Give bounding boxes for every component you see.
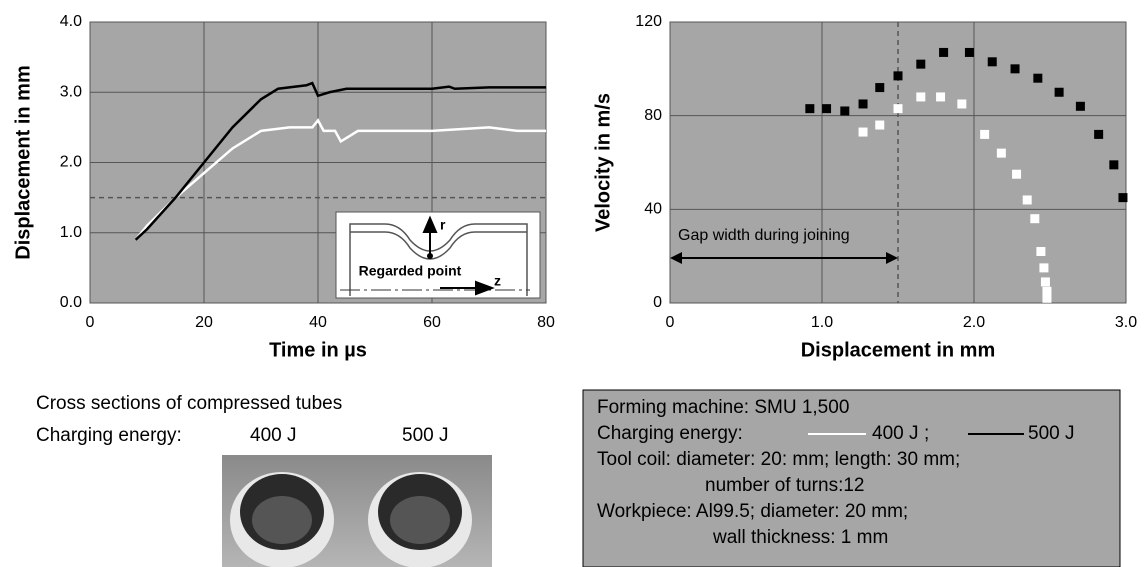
data-point — [822, 104, 832, 114]
data-point — [1039, 263, 1049, 273]
y-tick-label: 0 — [653, 294, 662, 311]
y-tick-label: 3.0 — [60, 83, 82, 100]
y-tick-label: 40 — [644, 201, 662, 218]
data-point — [875, 120, 885, 130]
data-point — [996, 148, 1006, 158]
x-axis-title: Time in µs — [269, 339, 367, 361]
data-point — [805, 104, 815, 114]
r-arrow — [422, 215, 438, 254]
info-line: Workpiece: Al99.5; diameter: 20 mm; — [597, 501, 908, 522]
data-point — [987, 57, 997, 67]
x-tick-label: 0 — [86, 314, 95, 331]
info-line: Tool coil: diameter: 20: mm; length: 30 … — [597, 449, 960, 470]
y-tick-label: 0.0 — [60, 294, 82, 311]
data-line — [134, 118, 546, 241]
x-tick-label: 3.0 — [1115, 314, 1137, 331]
y-tick-label: 120 — [635, 13, 662, 30]
data-point — [1042, 286, 1052, 296]
data-point — [1010, 64, 1020, 74]
y-tick-label: 2.0 — [60, 154, 82, 171]
data-point — [1054, 87, 1064, 97]
y-tick-label: 80 — [644, 107, 662, 124]
inset-box — [335, 211, 541, 299]
data-point — [1022, 195, 1032, 205]
data-line — [134, 81, 546, 241]
data-point — [1012, 169, 1022, 179]
legend-label: 500 J — [1028, 423, 1074, 444]
inset-diagram: r Regarded point z — [335, 211, 541, 299]
data-point — [964, 47, 974, 57]
data-point — [1042, 293, 1052, 303]
z-arrow — [440, 280, 495, 296]
data-point — [1075, 101, 1085, 111]
data-point — [858, 127, 868, 137]
info-line: wall thickness: 1 mm — [712, 527, 888, 548]
x-tick-label: 0 — [666, 314, 675, 331]
data-point — [893, 71, 903, 81]
data-point — [893, 104, 903, 114]
info-box — [582, 389, 1121, 567]
x-tick-label: 40 — [309, 314, 327, 331]
legend-label: 400 J — [872, 423, 918, 444]
data-point — [1118, 193, 1128, 203]
x-tick-label: 20 — [195, 314, 213, 331]
y-axis-title: Displacement in mm — [12, 65, 34, 260]
x-tick-label: 60 — [423, 314, 441, 331]
photo-label: Charging energy: — [36, 425, 182, 446]
inset-label: z — [494, 273, 501, 289]
inset-label: r — [440, 217, 446, 233]
data-point — [1033, 73, 1043, 83]
x-tick-label: 2.0 — [963, 314, 985, 331]
data-point — [1040, 277, 1050, 287]
inset-label: Regarded point — [359, 263, 462, 279]
data-point — [916, 59, 926, 69]
data-point — [939, 47, 949, 57]
photo-title: Cross sections of compressed tubes — [36, 393, 342, 414]
photo-right: 500 J — [402, 425, 448, 446]
photo — [222, 455, 492, 567]
info-text: Forming machine: SMU 1,500 Charging energ… — [597, 397, 1074, 548]
data-point — [916, 92, 926, 102]
data-point — [840, 106, 850, 116]
x-tick-label: 1.0 — [811, 314, 833, 331]
annotation: Gap width during joining — [678, 227, 850, 244]
x-axis-title: Displacement in mm — [801, 339, 996, 361]
y-tick-label: 4.0 — [60, 13, 82, 30]
data-point — [957, 99, 967, 109]
info-line: Charging energy: — [597, 423, 743, 444]
x-tick-label: 80 — [537, 314, 555, 331]
data-point — [936, 92, 946, 102]
legend-separator: ; — [924, 423, 929, 444]
data-point — [1030, 214, 1040, 224]
info-line: Forming machine: SMU 1,500 — [597, 397, 849, 418]
regarded-point — [427, 253, 433, 259]
data-point — [875, 83, 885, 93]
photo-left: 400 J — [250, 425, 296, 446]
data-point — [1094, 129, 1104, 139]
data-point — [1036, 246, 1046, 256]
data-point — [980, 129, 990, 139]
data-point — [1109, 160, 1119, 170]
data-point — [858, 99, 868, 109]
info-line: number of turns:12 — [705, 475, 864, 496]
y-axis-title: Velocity in m/s — [592, 93, 614, 232]
y-tick-label: 1.0 — [60, 224, 82, 241]
